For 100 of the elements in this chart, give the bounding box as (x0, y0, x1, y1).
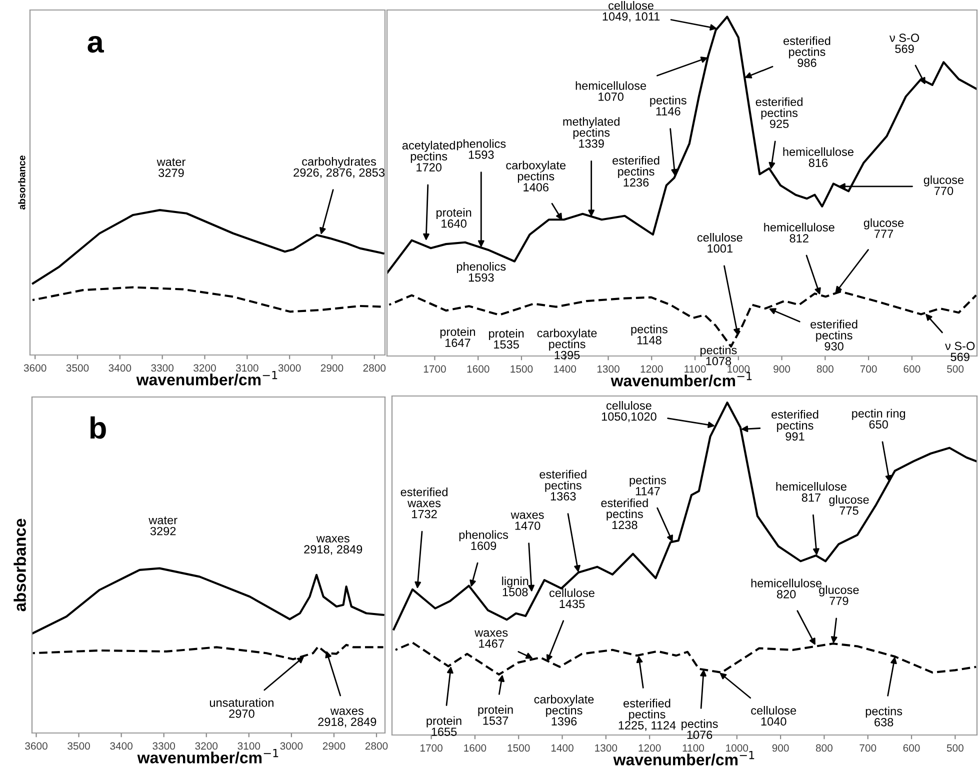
x-tick-label: 3300 (151, 364, 174, 372)
x-tick-label: 1600 (464, 744, 486, 752)
annotation: pectins 638 (866, 706, 902, 726)
x-axis-title: wavenumber/cm$^{−1}$ (613, 750, 754, 766)
annotation: water 3292 (148, 516, 178, 536)
x-tick-label: 3000 (280, 742, 303, 750)
annotation: hemicellulose 812 (764, 222, 834, 242)
x-tick-label: 700 (860, 365, 877, 373)
annotation: protein 1647 (440, 327, 475, 347)
annotation: protein 1640 (436, 208, 472, 228)
annotation: esterified pectins 930 (810, 320, 858, 350)
x-tick-label: 1100 (682, 744, 704, 752)
annotation: ν S-O 569 (889, 34, 920, 54)
x-tick-label: 3600 (24, 364, 46, 372)
annotation: hemicellulose 1070 (576, 81, 646, 101)
annotation: cellulose 1049, 1011 (602, 0, 660, 22)
annotation: water 3279 (156, 158, 186, 178)
x-tick-label: 900 (772, 744, 789, 752)
x-tick-label: 800 (816, 744, 832, 752)
x-tick-label: 1300 (597, 365, 620, 373)
x-tick-label: 800 (816, 365, 834, 373)
annotation: esterified pectins 1236 (612, 156, 660, 187)
annotation: carboxylate pectins 1396 (534, 694, 594, 726)
x-tick-label: 700 (860, 744, 876, 752)
x-tick-label: 3100 (238, 742, 260, 750)
annotation: hemicellulose 816 (783, 147, 854, 167)
x-tick-label: 3200 (195, 742, 218, 750)
annotation: carboxylate pectins 1406 (506, 160, 566, 192)
x-tick-label: 3100 (236, 364, 258, 372)
annotation: protein 1535 (489, 328, 524, 349)
annotation: pectins 1148 (631, 324, 668, 344)
annotation: pectin ring 650 (852, 408, 906, 429)
x-tick-label: 1700 (420, 744, 442, 752)
annotation: pectins 1076 (682, 719, 718, 739)
x-tick-label: 2800 (363, 364, 386, 372)
annotation: glucose 770 (924, 175, 964, 196)
annotation: phenolics 1593 (456, 139, 506, 159)
chart-title: b (90, 416, 106, 439)
annotation: waxes 1467 (474, 630, 508, 648)
annotation: protein 1537 (478, 705, 513, 725)
annotation: protein 1655 (426, 716, 462, 736)
x-tick-label: 1500 (510, 365, 533, 373)
annotation: esterified pectins 925 (756, 97, 802, 128)
annotation: glucose 779 (819, 585, 859, 606)
annotation: pectins 1147 (630, 476, 666, 496)
x-tick-label: 1100 (684, 365, 706, 373)
annotation: pectins 1146 (650, 96, 686, 116)
x-tick-label: 1300 (595, 744, 618, 752)
x-tick-label: 600 (903, 744, 920, 752)
x-tick-label: 900 (774, 365, 790, 373)
x-tick-label: 1000 (726, 744, 748, 752)
annotation: pectins 1078 (700, 346, 737, 366)
annotation: cellulose 1050,1020 (602, 401, 656, 422)
x-tick-label: 1200 (638, 744, 661, 752)
x-tick-label: 1700 (424, 365, 446, 373)
x-axis-title: wavenumber/cm$^{−1}$ (137, 748, 278, 764)
x-tick-label: 600 (904, 365, 920, 373)
y-axis-title: absorbance (18, 156, 26, 210)
annotation: glucose 777 (864, 218, 904, 238)
x-tick-label: 1400 (554, 365, 576, 373)
x-tick-label: 3500 (68, 742, 90, 750)
x-axis-title: wavenumber/cm$^{−1}$ (610, 372, 752, 387)
x-tick-label: 1500 (508, 744, 530, 752)
annotation: phenolics 1609 (459, 530, 508, 550)
annotation: carbohydrates 2926, 2876, 2853 (294, 157, 384, 178)
annotation: esterified waxes 1732 (400, 488, 448, 518)
annotation: glucose 775 (829, 495, 869, 515)
annotation: waxes 1470 (510, 512, 544, 530)
x-tick-label: 1400 (551, 744, 574, 752)
x-tick-label: 2900 (322, 742, 346, 750)
chart-title: a (88, 36, 104, 53)
annotation: esterified pectins 1225, 1124 (618, 698, 676, 731)
x-tick-label: 500 (946, 744, 964, 752)
x-tick-label: 3200 (194, 364, 216, 372)
annotation: cellulose 1040 (751, 706, 796, 726)
x-tick-label: 3300 (152, 742, 176, 750)
annotation: ν S-O 569 (945, 342, 975, 362)
x-tick-label: 1600 (467, 365, 490, 373)
annotation: cellulose 1435 (550, 588, 594, 608)
annotation: esterified pectins 986 (784, 36, 830, 68)
text: waxes 2918, 2849 (304, 536, 362, 555)
annotation: lignin 1508 (502, 576, 528, 596)
y-axis-title: absorbance (14, 518, 26, 612)
annotation: esterified pectins 991 (772, 410, 818, 441)
annotation: esterified pectins 1238 (601, 498, 648, 530)
annotation: carboxylate pectins 1395 (537, 328, 597, 360)
annotation: methylated pectins 1339 (563, 117, 620, 148)
x-tick-label: 500 (947, 365, 964, 373)
x-tick-label: 3000 (278, 364, 301, 372)
x-tick-label: 1200 (640, 365, 663, 373)
x-tick-label: 2900 (320, 364, 344, 372)
x-tick-label: 1000 (728, 365, 750, 373)
x-tick-label: 3500 (66, 364, 89, 372)
x-tick-label: 3400 (108, 364, 132, 372)
annotation: esterified pectins 1363 (540, 470, 586, 501)
x-tick-label: 2800 (365, 742, 388, 750)
annotation: cellulose 1001 (697, 232, 742, 253)
annotation: acetylated pectins 1720 (402, 140, 455, 172)
x-tick-label: 3400 (110, 742, 132, 750)
annotation: unsaturation 2970 (210, 698, 274, 718)
